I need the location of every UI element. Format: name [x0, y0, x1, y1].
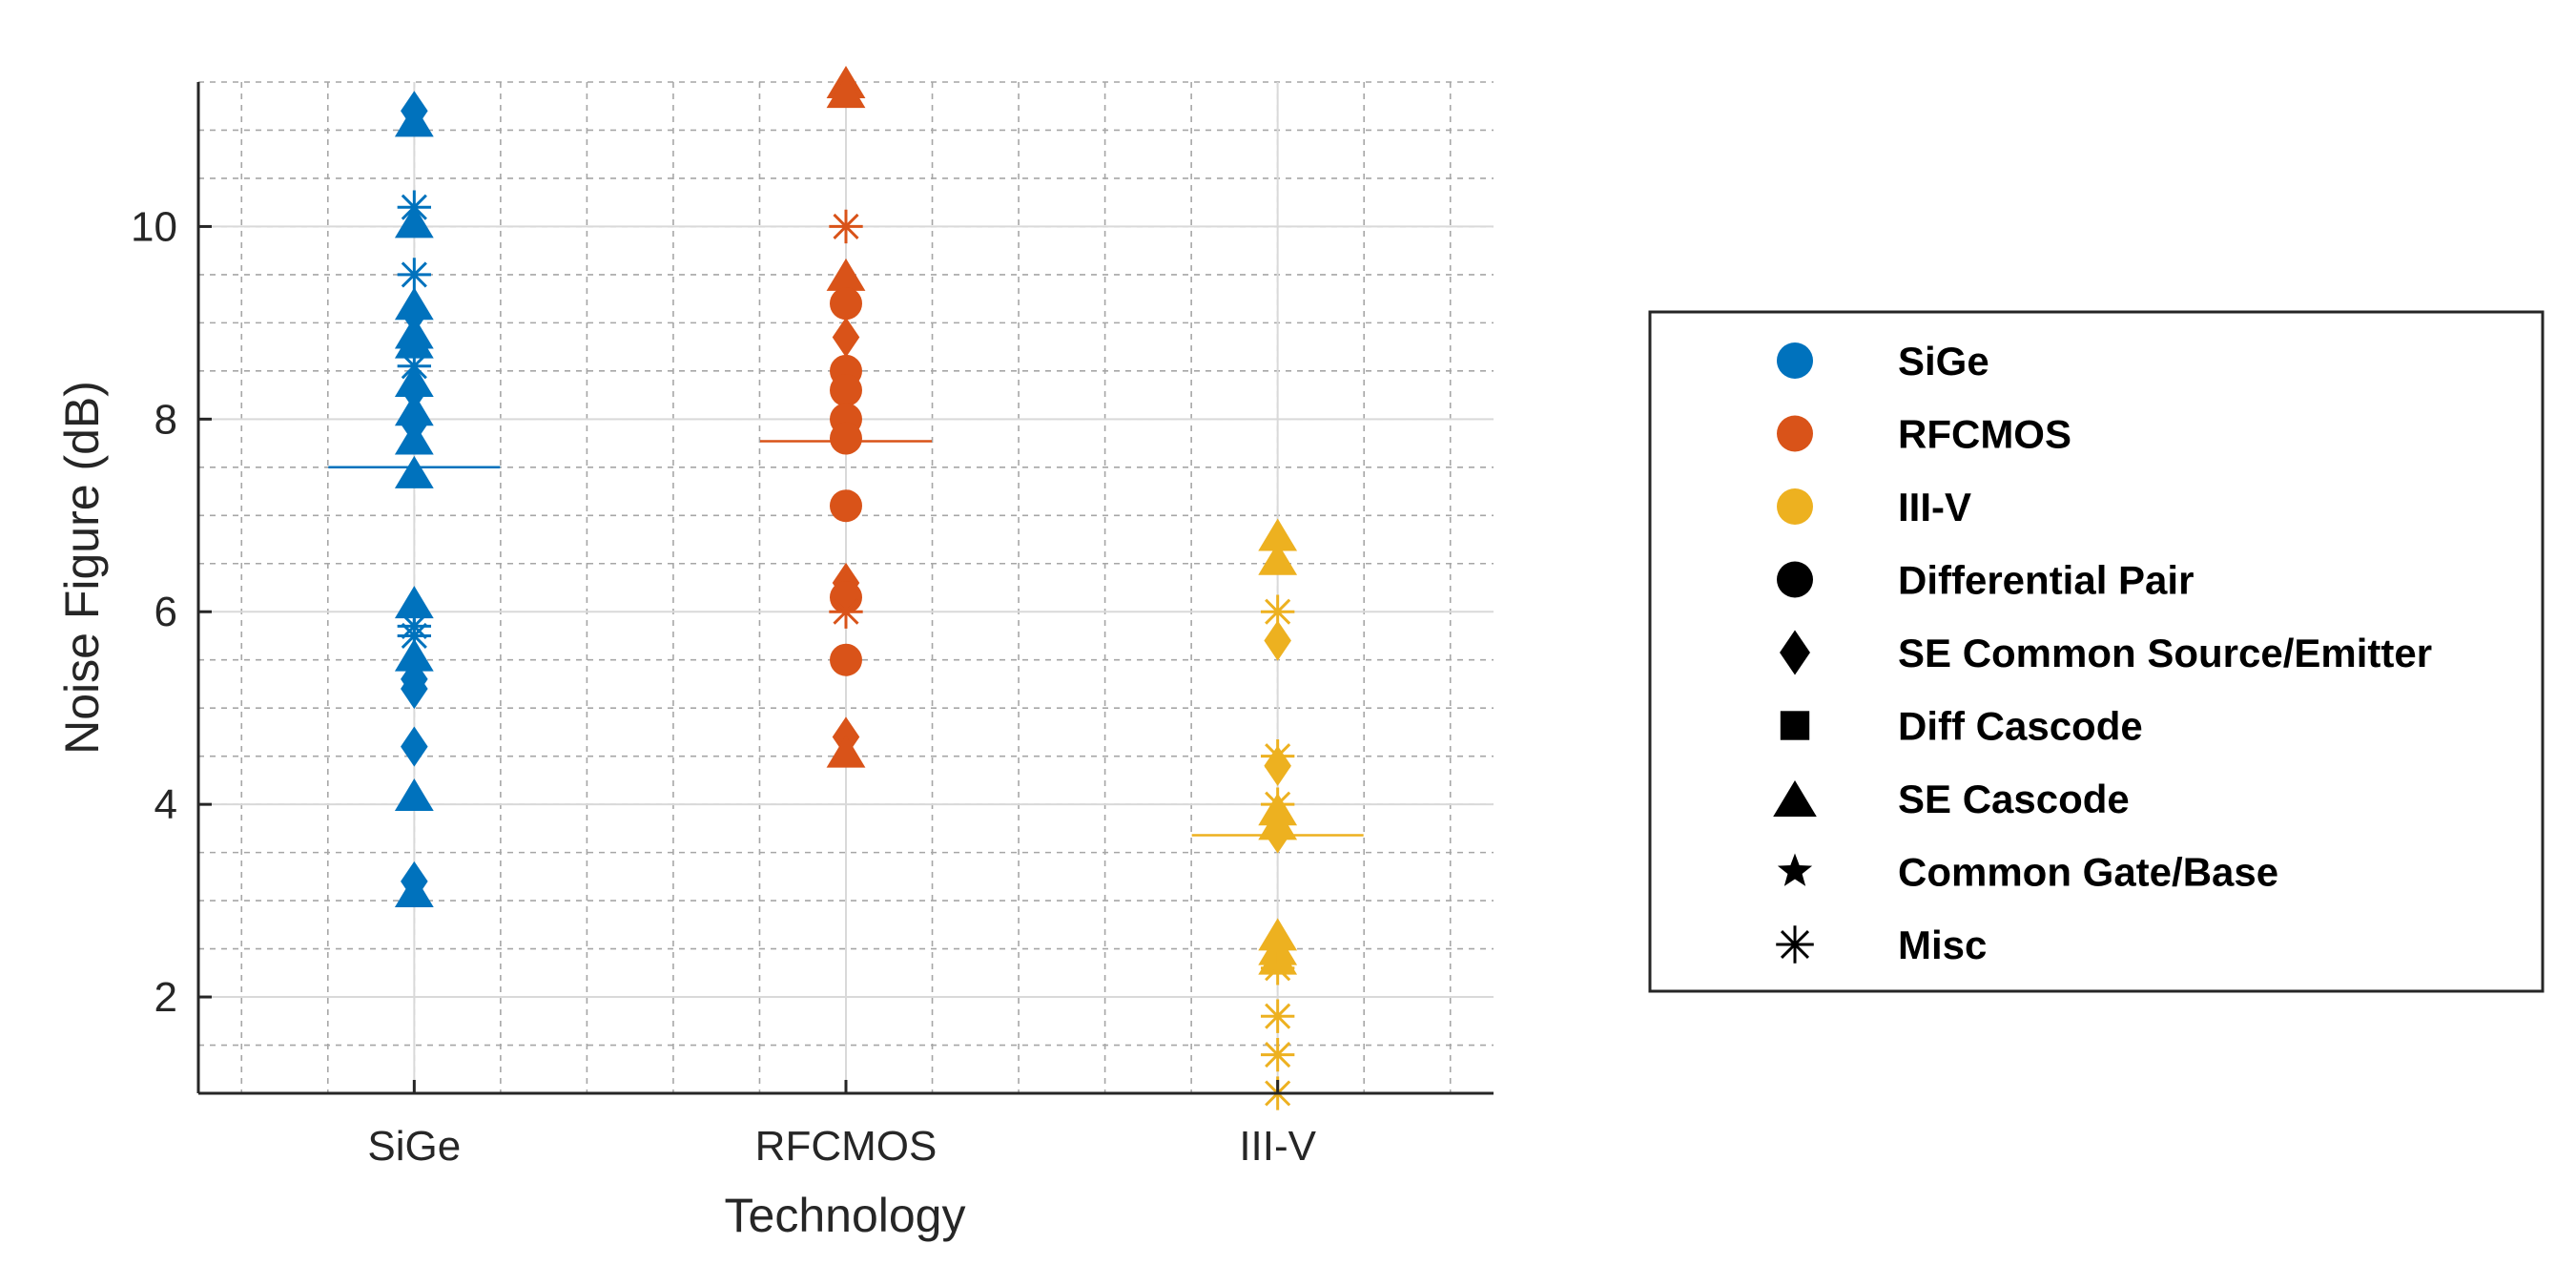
data-point-iii-v	[1260, 594, 1295, 629]
data-point-rfcmos	[826, 75, 866, 109]
data-point-sige	[394, 586, 434, 619]
legend-label: SE Common Source/Emitter	[1898, 631, 2432, 675]
y-tick-label: 10	[131, 203, 177, 250]
x-axis-label: Technology	[725, 1189, 966, 1242]
legend-marker-circle-icon	[1777, 488, 1813, 525]
data-point-iii-v	[1260, 999, 1295, 1033]
legend-marker-circle-icon	[1777, 342, 1813, 379]
legend-label: Common Gate/Base	[1898, 850, 2278, 895]
data-point-rfcmos	[830, 489, 862, 523]
data-point-sige	[397, 258, 432, 292]
data-point-sige	[394, 638, 434, 672]
legend-marker-circle-icon	[1777, 561, 1813, 598]
legend-marker-asterisk-icon	[1776, 925, 1814, 964]
y-tick-label: 4	[155, 781, 177, 828]
data-point-sige	[394, 875, 434, 907]
legend-label: Diff Cascode	[1898, 704, 2143, 749]
data-point-sige	[397, 618, 432, 653]
data-point-iii-v	[1258, 542, 1298, 575]
data-point-sige	[401, 293, 428, 334]
legend-label: SiGe	[1898, 339, 1989, 384]
data-point-rfcmos	[830, 422, 862, 455]
data-point-sige	[394, 205, 434, 238]
data-point-sige	[401, 726, 428, 767]
data-point-rfcmos	[830, 643, 862, 676]
y-tick-label: 2	[155, 974, 177, 1021]
legend-marker-star-icon	[1777, 853, 1813, 886]
data-point-iii-v	[1264, 620, 1291, 661]
legend-label: Misc	[1898, 923, 1987, 967]
data-point-sige	[394, 104, 434, 137]
legend-label: III-V	[1898, 485, 1971, 529]
data-point-iii-v	[1258, 518, 1298, 551]
legend-marker-square-icon	[1780, 711, 1810, 740]
x-tick-label: SiGe	[367, 1123, 461, 1170]
x-tick-label: RFCMOS	[755, 1123, 938, 1170]
legend-marker-triangle-icon	[1773, 780, 1817, 817]
data-point-iii-v	[1260, 951, 1295, 985]
legend-label: RFCMOS	[1898, 412, 2071, 457]
data-point-rfcmos	[826, 735, 866, 768]
data-point-sige	[394, 778, 434, 812]
y-tick-label: 8	[155, 396, 177, 443]
data-point-rfcmos	[829, 594, 863, 629]
data-point-sige	[401, 668, 428, 710]
x-tick-label: III-V	[1239, 1123, 1316, 1170]
data-point-rfcmos	[830, 287, 862, 321]
data-points	[394, 66, 1298, 1110]
legend: SiGe RFCMOS III-V Differential Pair SE Commo…	[1648, 310, 2545, 993]
legend-marker-diamond-icon	[1780, 630, 1810, 675]
y-tick-label: 6	[155, 589, 177, 635]
data-point-iii-v	[1264, 813, 1291, 854]
data-point-rfcmos	[832, 317, 860, 358]
legend-label: SE Cascode	[1898, 777, 2130, 821]
data-point-rfcmos	[830, 374, 862, 407]
data-point-sige	[394, 422, 434, 455]
legend-marker-circle-icon	[1777, 415, 1813, 452]
data-point-rfcmos	[826, 258, 866, 291]
axes: 2 4 6 8 10 SiGe RFCMOS III-V	[131, 82, 1494, 1170]
data-point-iii-v	[1260, 1037, 1295, 1072]
data-point-sige	[401, 369, 428, 411]
data-point-sige	[394, 325, 434, 359]
data-point-rfcmos	[829, 209, 863, 244]
data-point-iii-v	[1264, 745, 1291, 786]
y-axis-label: Noise Figure (dB)	[55, 381, 109, 755]
legend-label: Differential Pair	[1898, 558, 2194, 603]
data-point-sige	[394, 455, 434, 488]
